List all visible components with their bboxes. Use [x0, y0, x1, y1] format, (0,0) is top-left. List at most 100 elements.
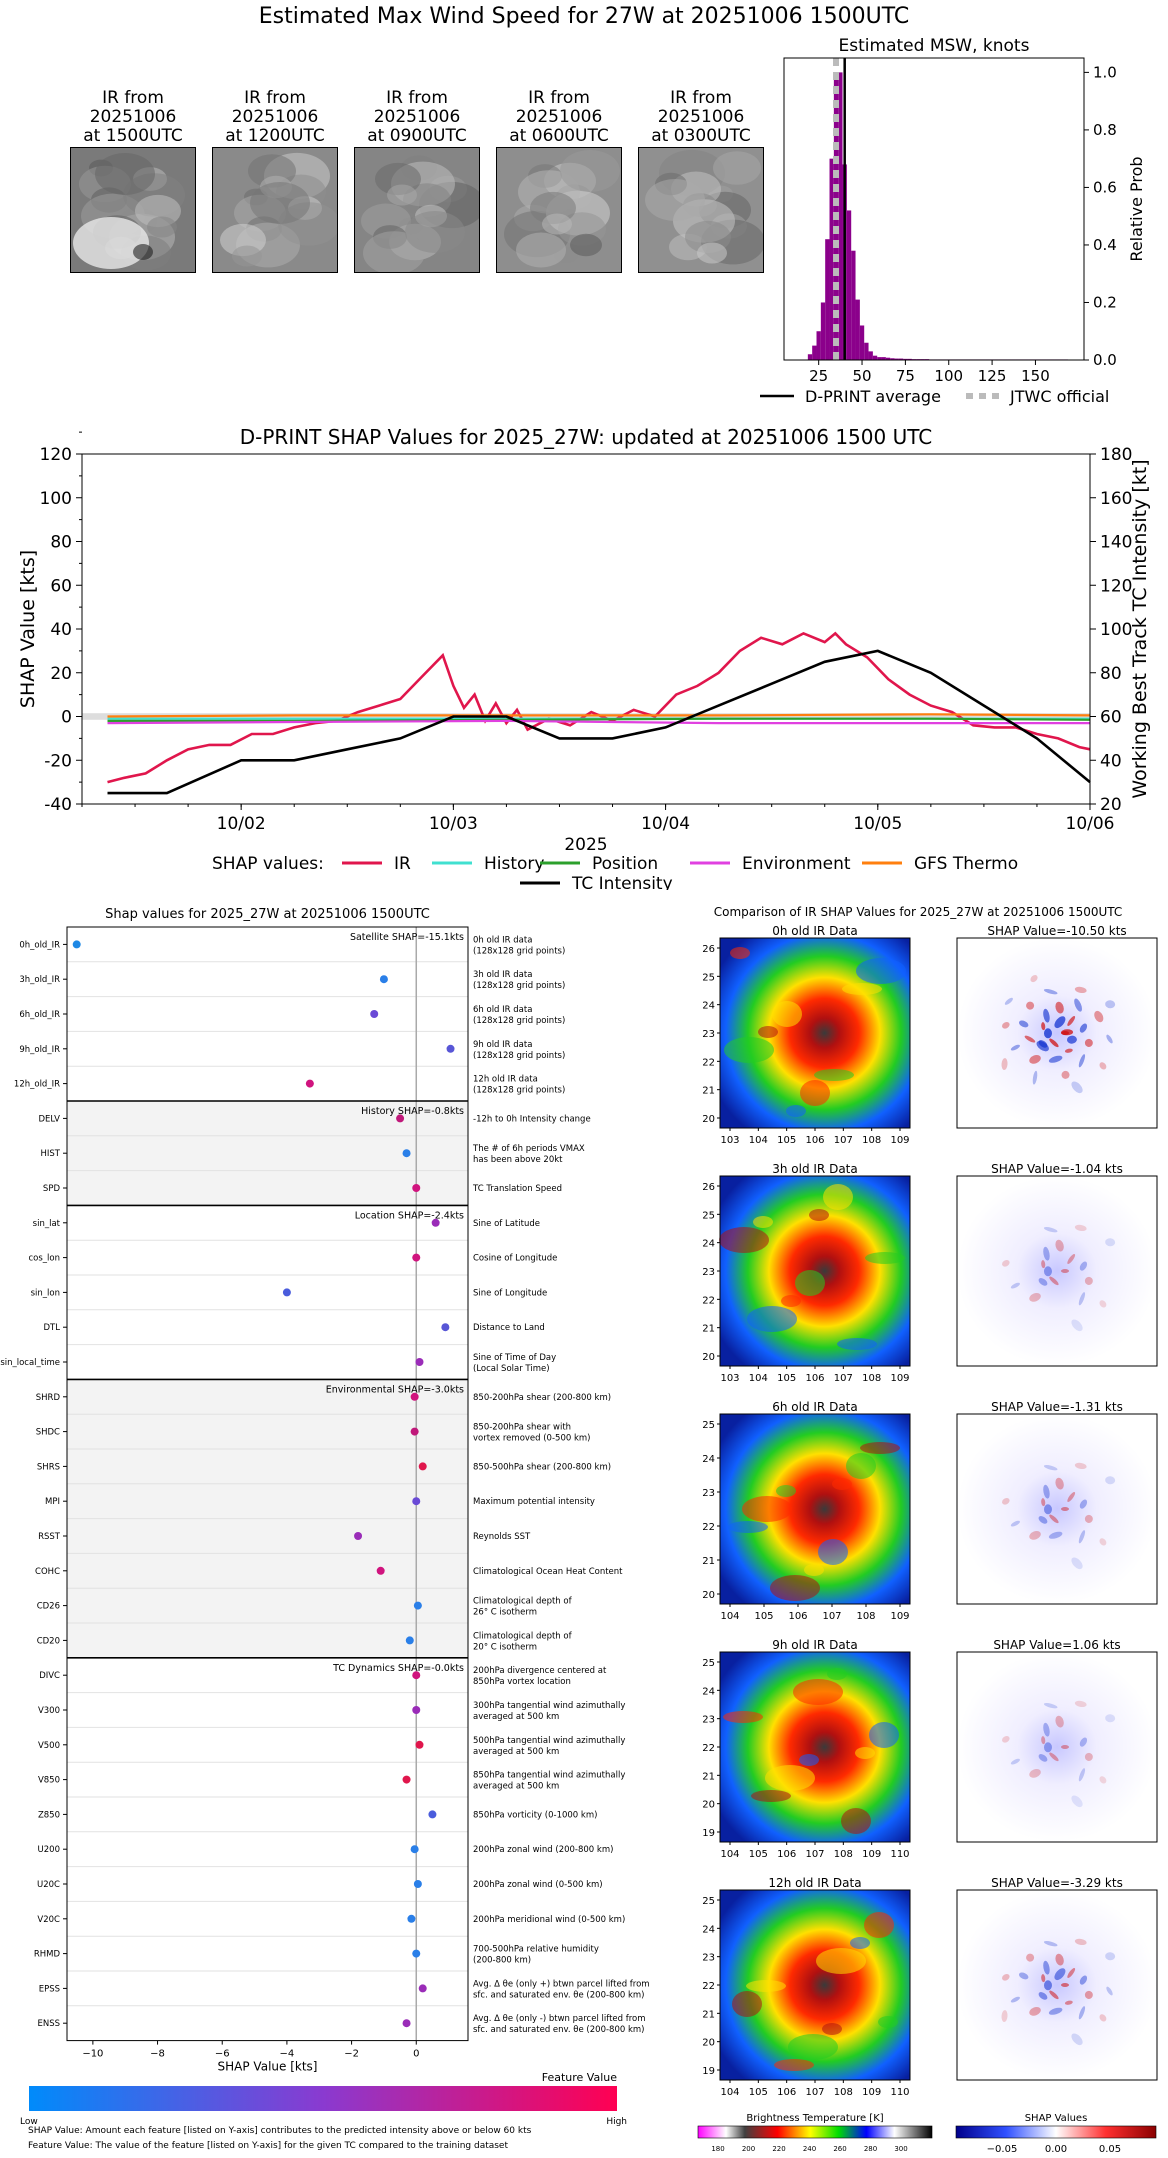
- ir-panel-label: at 0600UTC: [509, 126, 609, 146]
- time-series-y2tick: 20: [1100, 795, 1122, 815]
- ir-ytick: 22: [702, 1981, 715, 1992]
- histogram-frame: [783, 57, 1085, 361]
- main-title: Estimated Max Wind Speed for 27W at 2025…: [258, 4, 910, 29]
- time-series-y2tick: 80: [1100, 664, 1122, 684]
- time-series-y2tick: 140: [1100, 533, 1132, 553]
- dot-plot-xlabel: SHAP Value [kts]: [218, 2060, 318, 2074]
- histogram-xtick: 50: [852, 367, 871, 385]
- feature-description: 200hPa zonal wind (200-800 km): [473, 1845, 613, 1855]
- ir-xtick: 105: [754, 1611, 773, 1622]
- histogram-bar: [812, 345, 817, 360]
- feature-dot: [410, 1392, 419, 1401]
- feature-description: 850hPa vortex location: [473, 1677, 571, 1687]
- feature-description: averaged at 500 km: [473, 1747, 559, 1757]
- time-series-ytick: 60: [50, 576, 72, 596]
- feature-name: HIST: [41, 1149, 61, 1159]
- feature-dot: [415, 1740, 424, 1749]
- feature-description: vortex removed (0-500 km): [473, 1434, 590, 1444]
- ir-xtick: 107: [805, 2087, 824, 2098]
- ir-ytick: 23: [702, 1715, 715, 1726]
- ir-panel-label: IR from: [244, 88, 306, 108]
- shap-map-panel: [956, 1413, 1158, 1605]
- bt-colorbar-tick: 240: [803, 2145, 816, 2153]
- ir-xtick: 109: [890, 1135, 909, 1146]
- ir-panel-title: 6h old IR Data: [772, 1400, 858, 1414]
- feature-description: (Local Solar Time): [473, 1364, 550, 1374]
- shap-time-series-chart: D-PRINT SHAP Values for 2025_27W: update…: [17, 425, 1151, 890]
- feature-description: Sine of Latitude: [473, 1219, 540, 1229]
- feature-name: sin_lat: [33, 1219, 61, 1229]
- histogram-bar: [807, 354, 813, 360]
- ir-panel-label: at 0900UTC: [367, 126, 467, 146]
- feature-name: DIVC: [39, 1671, 60, 1681]
- shap-colorbar-tick: 0.00: [1045, 2144, 1067, 2155]
- feature-dot: [396, 1114, 405, 1123]
- ir-ytick: 24: [702, 1239, 715, 1250]
- ir-xtick: 104: [720, 2087, 739, 2098]
- ir-panel-label: 20251006: [657, 107, 745, 127]
- ir-xtick: 109: [862, 1849, 881, 1860]
- ir-xtick: 104: [720, 1849, 739, 1860]
- feature-description: Distance to Land: [473, 1323, 545, 1333]
- ir-ytick: 21: [702, 1771, 715, 1782]
- feature-name: V500: [38, 1741, 60, 1751]
- feature-description: averaged at 500 km: [473, 1712, 559, 1722]
- feature-dot: [412, 1949, 421, 1958]
- legend-title: SHAP values:: [212, 854, 324, 874]
- histogram-xtick: 25: [809, 367, 828, 385]
- feature-name: RHMD: [34, 1950, 61, 1960]
- bt-colorbar-tick: 300: [894, 2145, 907, 2153]
- feature-name: SHRS: [37, 1462, 60, 1472]
- ir-xtick: 108: [862, 1135, 881, 1146]
- ir-xtick: 108: [856, 1611, 875, 1622]
- legend-label: Environment: [742, 854, 851, 874]
- feature-dot: [402, 1775, 411, 1784]
- ir-ytick: 20: [702, 2038, 715, 2049]
- ir-ytick: 23: [702, 1488, 715, 1499]
- feature-name: DTL: [44, 1323, 61, 1333]
- ir-xtick: 106: [777, 2087, 796, 2098]
- ir-panel-label: 20251006: [89, 107, 177, 127]
- ir-xtick: 109: [890, 1611, 909, 1622]
- shap-panel-title: SHAP Value=-10.50 kts: [987, 924, 1126, 938]
- ir-xtick: 106: [777, 1849, 796, 1860]
- ir-panel-label: at 0300UTC: [651, 126, 751, 146]
- dot-plot-title: Shap values for 2025_27W at 20251006 150…: [105, 907, 430, 922]
- feature-description: (128x128 grid points): [473, 1051, 565, 1061]
- feature-dot: [428, 1810, 437, 1819]
- histogram-ytick: 1.0: [1093, 63, 1117, 81]
- ir-ytick: 24: [702, 1001, 715, 1012]
- time-series-xtick: 10/06: [1066, 814, 1115, 834]
- histogram-bar: [851, 250, 856, 360]
- feature-dot: [412, 1706, 421, 1714]
- feature-name: SHRD: [36, 1393, 61, 1403]
- feature-name: 6h_old_IR: [19, 1010, 60, 1020]
- shap-map-panel: [956, 1889, 1158, 2081]
- feature-dot: [379, 975, 388, 984]
- ir-panel-title: 12h old IR Data: [768, 1876, 861, 1890]
- feature-description: 0h old IR data: [473, 935, 532, 945]
- feature-description: (128x128 grid points): [473, 946, 565, 956]
- feature-description: 850-200hPa shear with: [473, 1423, 571, 1433]
- ir-ytick: 19: [702, 2066, 715, 2077]
- ir-xtick: 105: [777, 1135, 796, 1146]
- time-series-y2tick: 120: [1100, 576, 1132, 596]
- feature-description: Cosine of Longitude: [473, 1254, 557, 1264]
- ir-panel-label: IR from: [386, 88, 448, 108]
- feature-dot: [410, 1427, 419, 1436]
- ir-ytick: 23: [702, 1267, 715, 1278]
- feature-description: has been above 20kt: [473, 1155, 563, 1165]
- feature-description: (128x128 grid points): [473, 1086, 565, 1096]
- time-series-ytick: 40: [50, 620, 72, 640]
- feature-dot: [412, 1671, 421, 1680]
- ir-ytick: 20: [702, 1590, 715, 1601]
- feature-dot: [370, 1010, 379, 1018]
- feature-description: 12h old IR data: [473, 1075, 538, 1085]
- ir-ytick: 25: [702, 1896, 715, 1907]
- ir-xtick: 104: [749, 1373, 768, 1384]
- bt-colorbar-tick: 280: [864, 2145, 877, 2153]
- feature-description: Climatological depth of: [473, 1631, 573, 1641]
- ir-ytick: 25: [702, 1658, 715, 1669]
- feature-description: averaged at 500 km: [473, 1782, 559, 1792]
- feature-description: 6h old IR data: [473, 1005, 532, 1015]
